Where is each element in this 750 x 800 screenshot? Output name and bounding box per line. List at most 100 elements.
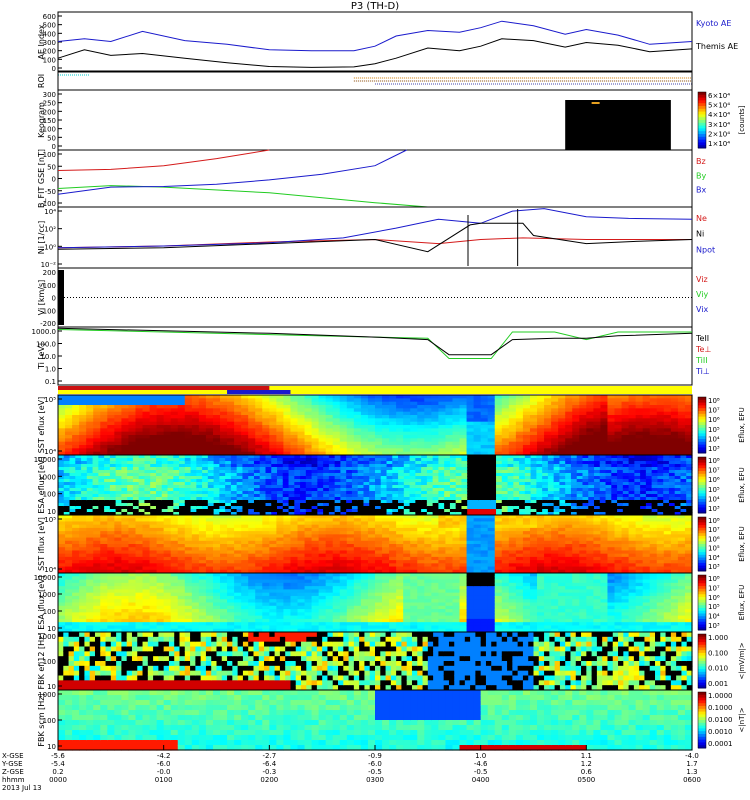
xtick-label: 1.3 bbox=[686, 768, 697, 776]
xtick-label: -0.0 bbox=[157, 768, 171, 776]
spectrogram-sst_e bbox=[58, 395, 693, 456]
ytick-label: 10⁻² bbox=[41, 261, 57, 269]
colorbar-tick: 10⁵ bbox=[708, 486, 720, 494]
ytick-label: 500 bbox=[43, 22, 56, 30]
colorbar-tick: 4×10⁴ bbox=[708, 111, 730, 119]
colorbar-tick: 10⁷ bbox=[708, 407, 720, 415]
colorbar-tick: 10⁵ bbox=[708, 545, 720, 553]
colorbar-tick: 10⁸ bbox=[708, 517, 720, 525]
colorbar-tick: 10⁸ bbox=[708, 575, 720, 583]
plot-title: P3 (TH-D) bbox=[351, 1, 399, 12]
xaxis-row-label: hhmm bbox=[2, 776, 25, 784]
colorbar-label: Eflux, EFU bbox=[738, 407, 746, 442]
ytick-label: 100 bbox=[43, 717, 56, 725]
xtick-label: -0.9 bbox=[368, 752, 382, 760]
spectrogram-fbk_e bbox=[58, 632, 693, 691]
colorbar-tick: 10³ bbox=[708, 445, 720, 453]
xtick-label: -0.3 bbox=[262, 768, 276, 776]
series-ae-Themis AE bbox=[58, 39, 692, 68]
xaxis-row-label: Y-GSE bbox=[1, 760, 23, 768]
colorbar-tick: 10³ bbox=[708, 505, 720, 513]
legend-Bx: Bx bbox=[696, 186, 706, 195]
ytick-label: 10⁵ bbox=[44, 516, 56, 524]
colorbar-tick: 0.1000 bbox=[708, 704, 733, 712]
ytick-label: 1.0 bbox=[45, 366, 56, 374]
colorbar-tick: 10⁵ bbox=[708, 603, 720, 611]
ytick-label: 1000 bbox=[38, 473, 56, 481]
ytick-label: 10⁴ bbox=[44, 448, 56, 456]
legend-Ti⊥: Ti⊥ bbox=[695, 367, 710, 376]
colorbar-tick: 5×10⁴ bbox=[708, 102, 730, 110]
ytick-label: 10⁵ bbox=[44, 396, 56, 404]
series-bfit-By bbox=[58, 186, 428, 207]
ytick-label: 10⁴ bbox=[44, 566, 56, 574]
xaxis-row-label: Z-GSE bbox=[2, 768, 24, 776]
xtick-label: 0200 bbox=[260, 776, 278, 784]
spectrogram-sst_i bbox=[58, 515, 693, 574]
xtick-label: 0600 bbox=[683, 776, 701, 784]
series-bfit-Bx bbox=[58, 150, 407, 194]
ytick-label: 0 bbox=[52, 295, 56, 303]
legend-Te⊥: Te⊥ bbox=[695, 345, 711, 354]
ytick-label: 50 bbox=[47, 163, 56, 171]
series-bfit-Bz bbox=[58, 150, 269, 171]
xtick-label: -6.0 bbox=[157, 760, 171, 768]
ytick-label: 50 bbox=[47, 134, 56, 142]
legend-Vix: Vix bbox=[696, 305, 709, 314]
ytick-label: 1000.0 bbox=[32, 328, 57, 336]
xtick-label: 0500 bbox=[577, 776, 595, 784]
ytick-label: 10 bbox=[47, 683, 56, 691]
colorbar-label: [counts] bbox=[738, 105, 746, 134]
legend-Bz: Bz bbox=[696, 157, 706, 166]
panel-ni bbox=[58, 207, 692, 268]
spectrogram-esa_i bbox=[58, 573, 693, 633]
colorbar-tick: 10⁶ bbox=[708, 594, 720, 602]
legend-TeII: TeII bbox=[695, 334, 709, 343]
colorbar-tick: 10⁸ bbox=[708, 457, 720, 465]
colorbar-keogram bbox=[698, 92, 706, 149]
colorbar-fbk_e bbox=[698, 634, 706, 689]
legend-Kyoto AE: Kyoto AE bbox=[696, 19, 731, 28]
ytick-label: 100 bbox=[43, 151, 56, 159]
legend-Viz: Viz bbox=[696, 275, 708, 284]
colorbar-label: <|nT|> bbox=[738, 707, 746, 732]
xtick-label: -4.6 bbox=[474, 760, 488, 768]
series-ti-TiII bbox=[58, 330, 692, 359]
colorbar-tick: 10⁴ bbox=[708, 435, 720, 443]
ytick-label: 400 bbox=[43, 30, 56, 38]
ytick-label: 10.0 bbox=[40, 353, 56, 361]
colorbar-tick: 10⁶ bbox=[708, 476, 720, 484]
colorbar-tick: 10⁷ bbox=[708, 584, 720, 592]
flag-bar bbox=[58, 386, 269, 390]
colorbar-sst_i bbox=[698, 517, 706, 572]
xaxis-row-label: X-GSE bbox=[2, 752, 24, 760]
legend-By: By bbox=[696, 171, 706, 180]
colorbar-tick: 10⁶ bbox=[708, 535, 720, 543]
ylabel-esa_i: ESA iflux [eV] bbox=[37, 575, 46, 630]
colorbar-tick: 10⁴ bbox=[708, 495, 720, 503]
ytick-label: 10² bbox=[44, 226, 56, 234]
legend-Npot: Npot bbox=[696, 245, 715, 254]
colorbar-label: Eflux, EFU bbox=[738, 585, 746, 620]
colorbar-tick: 10³ bbox=[708, 622, 720, 630]
ytick-label: 150 bbox=[43, 117, 56, 125]
ytick-label: 1000 bbox=[38, 591, 56, 599]
xtick-label: -0.5 bbox=[474, 768, 488, 776]
xtick-label: 0.6 bbox=[581, 768, 593, 776]
ylabel-sst_e: SST eflux [eV] bbox=[37, 397, 46, 454]
colorbar-tick: 10³ bbox=[708, 563, 720, 571]
ytick-label: 100 bbox=[43, 282, 56, 290]
spectrogram-esa_e bbox=[58, 455, 693, 516]
colorbar-tick: 10⁵ bbox=[708, 426, 720, 434]
panel-ae bbox=[58, 12, 692, 72]
legend-Ni: Ni bbox=[696, 230, 704, 239]
xtick-label: 0300 bbox=[366, 776, 384, 784]
series-ae-Kyoto AE bbox=[58, 21, 692, 51]
legend-Viy: Viy bbox=[696, 290, 709, 299]
ytick-label: 100 bbox=[43, 491, 56, 499]
colorbar-tick: 0.0010 bbox=[708, 728, 733, 736]
ytick-label: -50 bbox=[45, 188, 56, 196]
colorbar-tick: 0.100 bbox=[708, 649, 728, 657]
panel-roi bbox=[58, 72, 692, 90]
colorbar-tick: 1×10⁴ bbox=[708, 140, 730, 148]
